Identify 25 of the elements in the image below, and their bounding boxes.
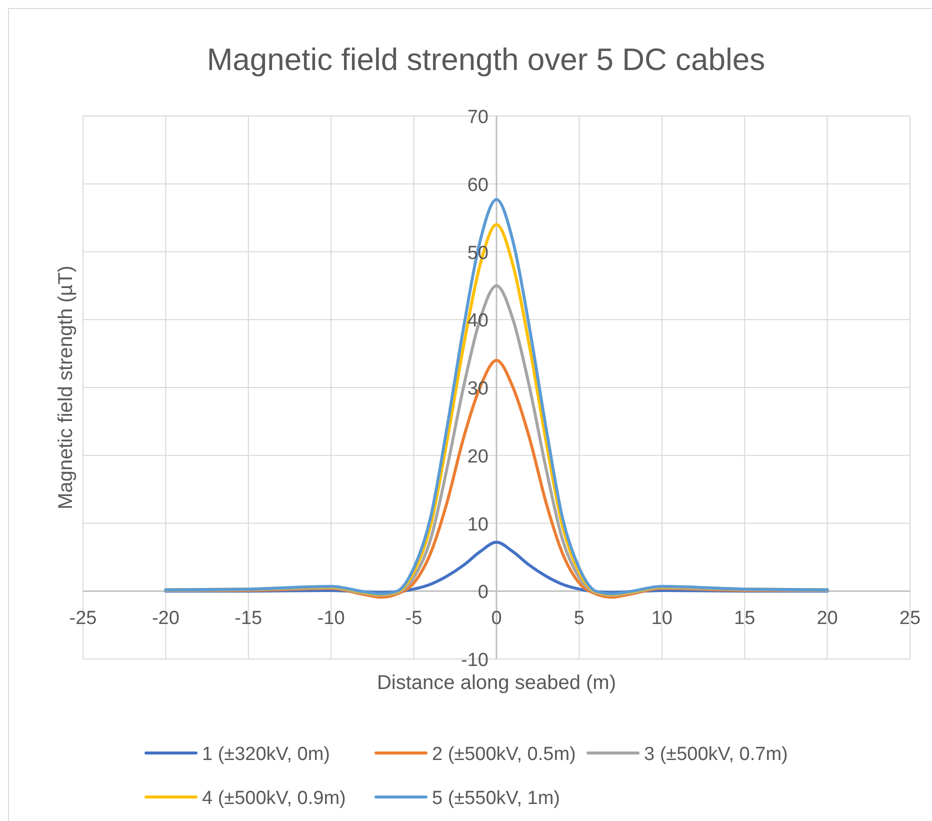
y-tick-label: 0 (478, 582, 488, 604)
y-axis-title: Magnetic field strength (µT) (55, 266, 77, 510)
x-tick-label: -15 (234, 608, 262, 630)
x-tick-label: -5 (405, 608, 422, 630)
x-axis-title: Distance along seabed (m) (376, 672, 616, 694)
x-tick-label: 5 (574, 608, 584, 630)
y-tick-label: 10 (467, 514, 488, 536)
y-tick-label: 70 (467, 107, 488, 128)
x-tick-label: 0 (491, 608, 502, 630)
x-tick-label: -25 (69, 608, 97, 630)
x-tick-label: -20 (152, 608, 180, 630)
y-tick-label: 60 (467, 174, 488, 196)
x-tick-label: -10 (317, 608, 345, 630)
x-tick-label: 25 (899, 608, 921, 630)
chart-title: Magnetic field strength over 5 DC cables (206, 42, 766, 77)
legend-label: 1 (±320kV, 0m) (202, 744, 330, 765)
legend-label: 3 (±500kV, 0.7m) (644, 744, 788, 765)
legend-label: 5 (±550kV, 1m) (432, 788, 560, 809)
legend-label: 2 (±500kV, 0.5m) (432, 744, 576, 765)
x-tick-label: 10 (651, 608, 672, 630)
legend-label: 4 (±500kV, 0.9m) (202, 788, 346, 809)
y-tick-label: 20 (467, 446, 488, 468)
x-tick-label: 15 (734, 608, 756, 630)
y-tick-label: -10 (461, 650, 488, 671)
x-tick-label: 20 (816, 608, 838, 630)
